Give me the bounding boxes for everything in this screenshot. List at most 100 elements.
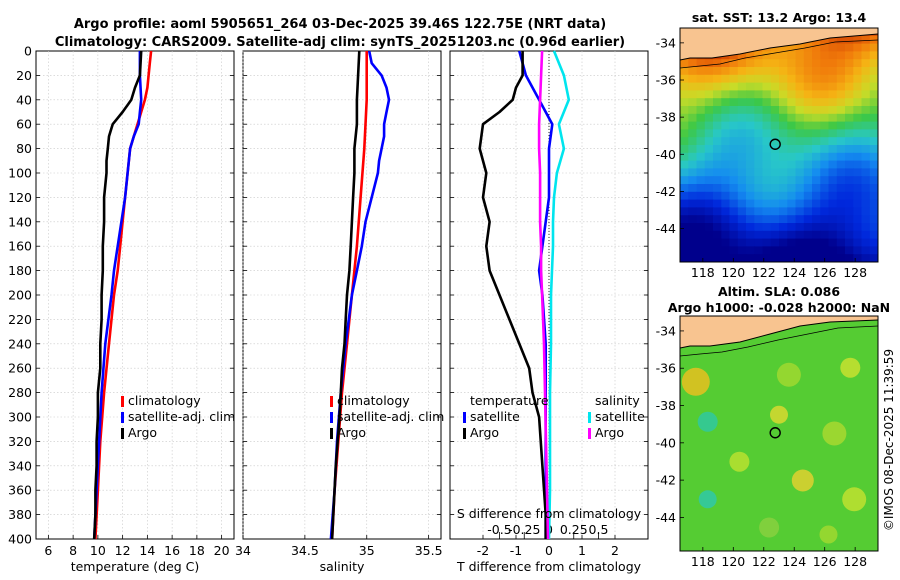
sst-cell [803, 98, 813, 107]
sst-cell [787, 160, 797, 169]
sst-cell [746, 59, 755, 68]
sst-cell [737, 113, 747, 123]
sst-cell [713, 129, 722, 138]
sst-cell [861, 207, 871, 216]
sst-cell [746, 238, 755, 247]
sst-cell [770, 160, 780, 169]
sst-cell [746, 152, 755, 162]
sst-cell [779, 160, 788, 169]
sst-cell [812, 176, 821, 185]
sst-cell [828, 246, 838, 255]
sst-cell [680, 67, 689, 76]
sst-cell [845, 145, 854, 154]
sst-cell [713, 82, 722, 91]
x-tick-label: 35 [359, 543, 375, 558]
y-tick-label: 300 [8, 410, 32, 425]
legend-swatch-s-argo [588, 428, 591, 439]
sst-cell [746, 184, 755, 193]
sst-cell [762, 137, 772, 146]
sst-cell [828, 238, 838, 247]
sst-cell [779, 199, 788, 208]
sst-cell [828, 113, 838, 123]
sst-cell [696, 191, 706, 201]
sst-cell [820, 184, 830, 193]
sst-cell [721, 215, 731, 224]
sst-cell [845, 152, 854, 162]
x-tick-label: 6 [44, 543, 52, 558]
sst-cell [729, 74, 739, 84]
sst-cell [713, 238, 722, 247]
sst-cell [820, 238, 830, 247]
sst-cell [754, 106, 764, 115]
sst-cell [803, 254, 813, 262]
sst-cell [795, 230, 805, 240]
sst-cell [746, 168, 755, 177]
sst-cell [762, 184, 772, 193]
sst-cell [688, 176, 698, 185]
sst-cell [729, 90, 739, 99]
sst-cell [754, 168, 764, 177]
sst-cell [737, 67, 747, 76]
sst-cell [680, 176, 689, 185]
sst-cell [795, 199, 805, 208]
sst-cell [853, 152, 863, 162]
sst-cell [820, 113, 830, 123]
sst-cell [836, 98, 846, 107]
y-tick-label: 140 [8, 214, 32, 229]
sst-cell [696, 98, 706, 107]
x-tick-label: 14 [139, 543, 155, 558]
sst-cell [721, 246, 731, 255]
legend-swatch-t-argo [463, 428, 466, 439]
sst-cell [836, 238, 846, 247]
sst-cell [812, 113, 821, 123]
legend-label-argo: Argo [128, 425, 157, 440]
sst-cell [762, 67, 772, 76]
sst-cell [820, 207, 830, 216]
legend-title-salinity: salinity [595, 393, 640, 408]
sst-cell [696, 82, 706, 91]
map-x-tick-label: 118 [691, 554, 715, 569]
sst-cell [812, 168, 821, 177]
legend-swatch-climatology [330, 396, 333, 407]
sst-cell [836, 51, 846, 60]
sst-cell [729, 254, 739, 262]
sst-cell [869, 238, 878, 247]
sst-cell [704, 90, 714, 99]
sst-cell [812, 51, 821, 60]
sst-cell [869, 137, 878, 146]
sst-cell [787, 145, 797, 154]
sst-cell [770, 90, 780, 99]
sst-cell [803, 160, 813, 169]
map-y-tick-label: -44 [656, 510, 676, 525]
sst-cell [812, 145, 821, 154]
sst-cell [704, 82, 714, 91]
map-y-tick-label: -34 [656, 35, 676, 50]
sst-cell [845, 121, 854, 130]
sst-cell [795, 113, 805, 123]
sst-cell [754, 223, 764, 232]
sst-cell [729, 176, 739, 185]
sst-cell [770, 254, 780, 262]
sst-cell [688, 246, 698, 255]
sst-cell [754, 152, 764, 162]
sst-cell [779, 238, 788, 247]
sst-cell [836, 82, 846, 91]
sst-cell [737, 238, 747, 247]
sst-cell [820, 168, 830, 177]
legend-label-argo: Argo [337, 425, 366, 440]
sst-cell [853, 121, 863, 130]
sst-cell [770, 215, 780, 224]
sst-cell [869, 215, 878, 224]
sst-cell [812, 74, 821, 84]
sst-cell [845, 43, 854, 52]
sst-cell [853, 106, 863, 115]
y-tick-label: 20 [16, 68, 32, 83]
sst-cell [737, 223, 747, 232]
sst-cell [803, 129, 813, 138]
sst-cell [869, 129, 878, 138]
sst-cell [721, 160, 731, 169]
sst-cell [713, 98, 722, 107]
sst-cell [762, 191, 772, 201]
sst-cell [680, 98, 689, 107]
sst-cell [836, 223, 846, 232]
